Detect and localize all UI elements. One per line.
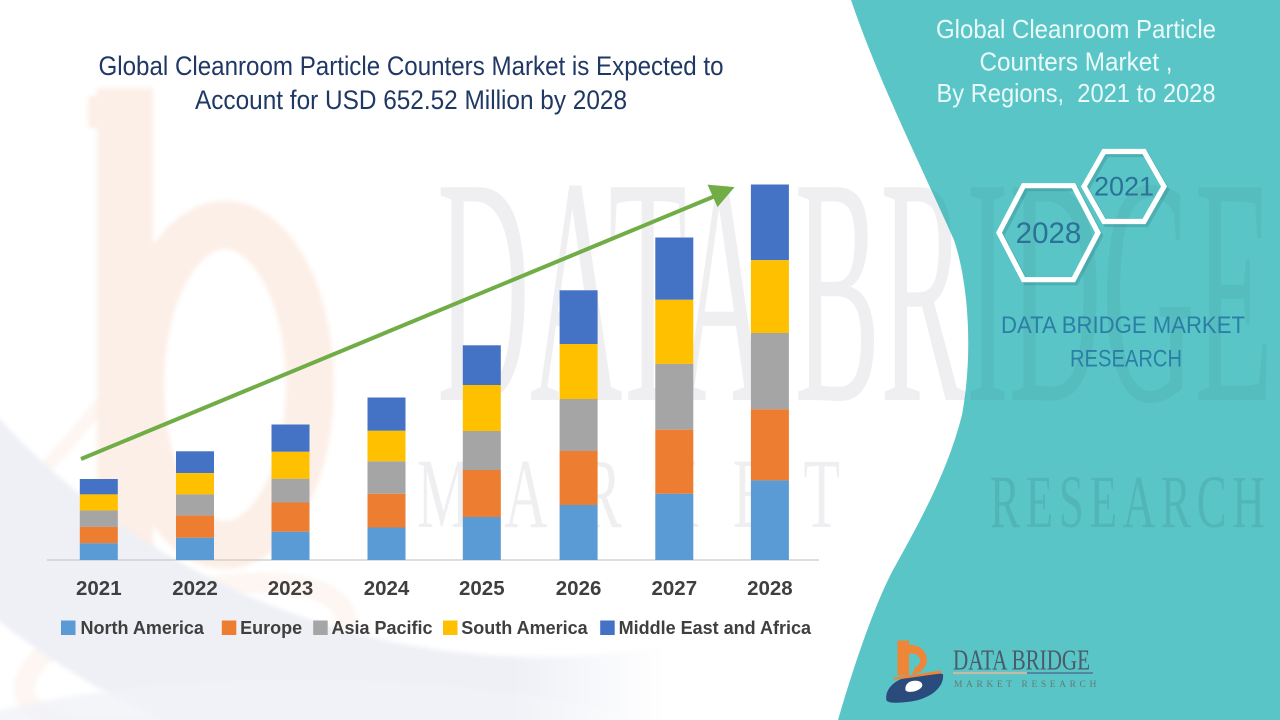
svg-text:2024: 2024	[364, 577, 410, 600]
svg-text:2028: 2028	[1016, 217, 1082, 250]
svg-text:By Regions, 2021 to 2028: By Regions, 2021 to 2028	[937, 78, 1216, 108]
svg-text:North America: North America	[81, 618, 205, 638]
svg-text:Asia Pacific: Asia Pacific	[332, 618, 433, 638]
svg-text:Global Cleanroom Particle: Global Cleanroom Particle	[936, 14, 1216, 44]
svg-text:2025: 2025	[459, 577, 505, 600]
svg-text:Counters Market ,: Counters Market ,	[980, 47, 1173, 77]
svg-text:RESEARCH: RESEARCH	[1070, 346, 1182, 373]
svg-text:Europe: Europe	[240, 618, 302, 638]
svg-text:MARKET RESEARCH: MARKET RESEARCH	[954, 680, 1100, 690]
svg-text:2026: 2026	[556, 577, 602, 600]
svg-text:South America: South America	[461, 618, 588, 638]
svg-text:2027: 2027	[651, 577, 697, 600]
svg-text:2022: 2022	[172, 577, 218, 600]
svg-text:Middle East and Africa: Middle East and Africa	[619, 618, 812, 638]
svg-text:DATA BRIDGE: DATA BRIDGE	[953, 645, 1090, 677]
svg-text:Account for USD 652.52 Million: Account for USD 652.52 Million by 2028	[195, 85, 627, 115]
svg-text:RESEARCH: RESEARCH	[990, 462, 1265, 544]
svg-text:2021: 2021	[76, 577, 122, 600]
svg-text:DATA BRIDGE MARKET: DATA BRIDGE MARKET	[1001, 312, 1245, 339]
svg-text:2028: 2028	[747, 577, 793, 600]
svg-text:2023: 2023	[268, 577, 314, 600]
svg-text:Global Cleanroom Particle Coun: Global Cleanroom Particle Counters Marke…	[99, 51, 724, 81]
svg-text:2021: 2021	[1094, 172, 1154, 202]
